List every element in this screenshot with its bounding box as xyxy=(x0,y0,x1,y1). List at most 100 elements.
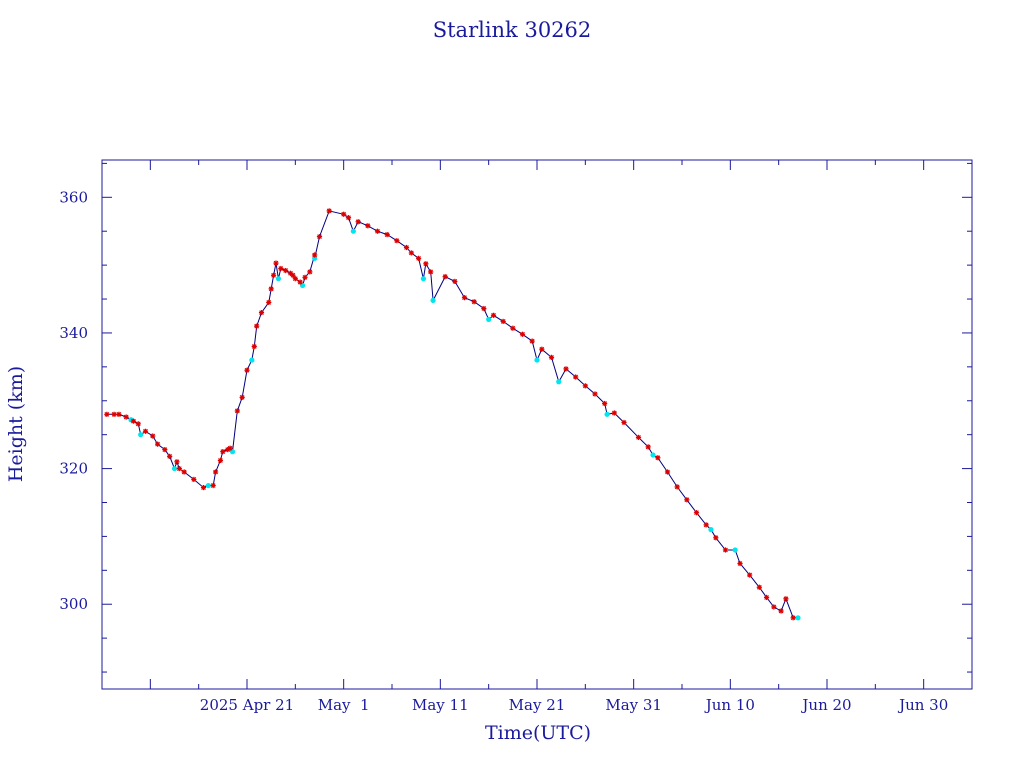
data-point-primary xyxy=(442,274,448,280)
data-point-primary xyxy=(302,274,308,280)
data-point-primary xyxy=(384,232,390,238)
x-tick-label: 2025 Apr 21 xyxy=(200,696,294,714)
x-tick-label: May 31 xyxy=(605,696,662,714)
data-point-primary xyxy=(123,414,129,420)
data-point-primary xyxy=(162,446,168,453)
data-point-primary xyxy=(374,228,381,234)
data-point-primary xyxy=(415,255,422,261)
data-point-primary xyxy=(674,484,680,490)
data-point-primary xyxy=(283,267,289,274)
y-axis-tick-labels: 300 320 340 360 xyxy=(59,188,88,613)
y-axis-label: Height (km) xyxy=(5,366,27,482)
data-point-primary xyxy=(104,411,110,417)
data-point-primary xyxy=(703,522,709,528)
data-point-primary xyxy=(481,305,487,312)
data-point-primary xyxy=(582,383,588,389)
data-point-primary xyxy=(244,367,250,373)
data-point-secondary xyxy=(732,547,738,553)
y-tick-label: 300 xyxy=(59,595,88,613)
data-point-primary xyxy=(345,215,352,221)
data-point-secondary xyxy=(534,357,540,363)
data-point-primary xyxy=(713,535,719,541)
data-point-primary xyxy=(355,219,361,225)
data-point-primary xyxy=(239,394,245,400)
data-point-secondary xyxy=(556,379,562,385)
data-point-primary xyxy=(290,272,296,278)
data-point-primary xyxy=(403,244,410,251)
data-point-secondary xyxy=(299,282,306,289)
data-point-primary xyxy=(563,366,569,372)
data-point-primary xyxy=(519,331,526,337)
data-point-primary xyxy=(763,594,770,601)
y-axis-ticks xyxy=(102,162,972,673)
data-point-primary xyxy=(111,411,117,417)
data-point-primary xyxy=(254,323,260,329)
data-point-primary xyxy=(181,469,187,475)
data-point-primary xyxy=(266,299,272,306)
chart-title: Starlink 30262 xyxy=(433,18,592,42)
data-point-primary xyxy=(539,346,545,352)
data-point-primary xyxy=(292,276,298,282)
data-point-secondary xyxy=(350,228,356,234)
data-point-primary xyxy=(142,428,149,434)
data-point-primary xyxy=(611,410,617,416)
data-point-primary xyxy=(135,421,141,427)
data-point-primary xyxy=(548,354,555,360)
data-point-primary xyxy=(722,547,729,553)
data-point-primary xyxy=(154,441,161,447)
series-layer xyxy=(104,208,801,621)
y-tick-label: 360 xyxy=(59,188,88,206)
data-point-primary xyxy=(461,295,468,301)
data-point-primary xyxy=(191,476,197,483)
data-point-primary xyxy=(790,615,796,621)
data-point-secondary xyxy=(420,276,427,282)
data-point-primary xyxy=(174,459,180,465)
data-point-primary xyxy=(655,455,661,461)
data-point-primary xyxy=(326,208,332,214)
data-point-secondary xyxy=(171,465,178,472)
data-point-primary xyxy=(664,469,671,475)
data-point-secondary xyxy=(249,357,255,363)
data-point-secondary xyxy=(708,527,714,533)
data-point-primary xyxy=(130,418,137,424)
data-point-primary xyxy=(212,469,219,475)
data-point-primary xyxy=(621,419,627,426)
data-point-secondary xyxy=(430,297,436,303)
data-point-primary xyxy=(312,252,318,258)
data-point-primary xyxy=(251,343,257,350)
data-point-primary xyxy=(341,211,347,217)
data-point-secondary xyxy=(604,411,610,417)
data-point-secondary xyxy=(795,615,801,621)
data-point-primary xyxy=(278,265,284,272)
data-point-primary xyxy=(365,223,371,229)
data-point-primary xyxy=(270,272,277,278)
data-point-primary xyxy=(500,318,506,325)
data-point-primary xyxy=(529,338,535,344)
data-point-primary xyxy=(227,445,233,451)
data-point-primary xyxy=(220,449,226,455)
data-point-primary xyxy=(217,457,224,464)
data-point-primary xyxy=(452,278,458,284)
data-point-primary xyxy=(394,238,400,244)
data-point-secondary xyxy=(650,452,656,458)
x-tick-label: Jun 10 xyxy=(704,696,755,714)
data-point-secondary xyxy=(138,432,144,438)
data-point-primary xyxy=(273,260,279,266)
data-point-primary xyxy=(737,560,743,567)
data-point-primary xyxy=(268,286,274,292)
data-point-primary xyxy=(778,608,784,614)
x-tick-label: Jun 20 xyxy=(800,696,851,714)
x-axis-ticks xyxy=(101,160,973,689)
x-axis-tick-labels: 2025 Apr 21 May 1 May 11 May 21 May 31 Jun 10… xyxy=(200,696,948,714)
data-point-primary xyxy=(210,482,216,489)
data-point-primary xyxy=(592,391,598,397)
x-axis-label: Time(UTC) xyxy=(485,722,591,744)
data-point-primary xyxy=(234,408,240,414)
data-point-primary xyxy=(167,453,173,459)
data-point-primary xyxy=(747,572,753,578)
x-tick-label: Jun 30 xyxy=(897,696,948,714)
data-point-primary xyxy=(307,269,313,275)
data-point-primary xyxy=(200,484,207,491)
x-tick-label: May 11 xyxy=(412,696,469,714)
